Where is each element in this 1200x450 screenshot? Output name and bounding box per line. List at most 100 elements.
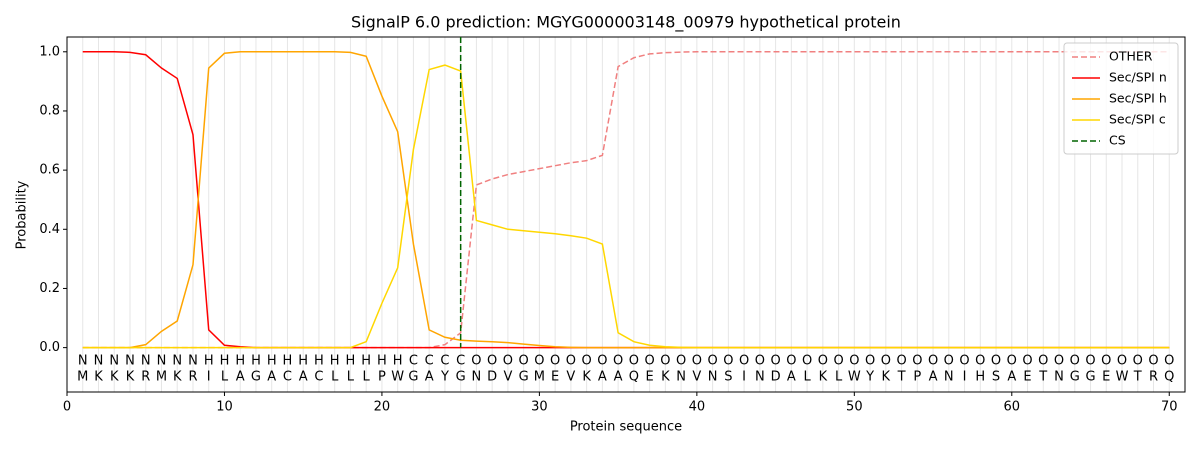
region-label: H <box>314 354 324 369</box>
residue-label: K <box>661 370 670 385</box>
residue-label: A <box>236 370 245 385</box>
residue-label: A <box>929 370 938 385</box>
residue-label: G <box>251 370 261 385</box>
region-label: O <box>707 354 717 369</box>
residue-label: G <box>1085 370 1095 385</box>
region-label: O <box>597 354 607 369</box>
residue-label: Y <box>865 370 874 385</box>
x-tick-label: 70 <box>1161 400 1178 415</box>
residue-label: N <box>472 370 482 385</box>
region-label: H <box>235 354 245 369</box>
region-label: O <box>1070 354 1080 369</box>
residue-label: K <box>126 370 135 385</box>
region-label: C <box>409 354 418 369</box>
region-label: O <box>1117 354 1127 369</box>
region-label: O <box>991 354 1001 369</box>
residue-label: P <box>378 370 386 385</box>
residue-label: D <box>771 370 781 385</box>
region-label: N <box>78 354 88 369</box>
series-line <box>82 51 1170 349</box>
region-label: O <box>723 354 733 369</box>
residue-label: I <box>963 370 967 385</box>
residue-label: Q <box>1164 370 1174 385</box>
residue-label: R <box>141 370 150 385</box>
residue-label: A <box>1007 370 1016 385</box>
region-label: H <box>298 354 308 369</box>
residue-label: A <box>425 370 434 385</box>
residue-label: C <box>283 370 292 385</box>
region-label: O <box>975 354 985 369</box>
residue-label: G <box>1070 370 1080 385</box>
legend-label: OTHER <box>1109 49 1153 64</box>
y-tick-label: 0.2 <box>39 281 60 296</box>
residue-label: L <box>363 370 371 385</box>
residue-label: H <box>975 370 985 385</box>
residue-label: D <box>487 370 497 385</box>
region-label: O <box>786 354 796 369</box>
region-label: O <box>660 354 670 369</box>
residue-label: A <box>598 370 607 385</box>
region-label: O <box>770 354 780 369</box>
x-tick-label: 50 <box>846 400 863 415</box>
region-label: O <box>676 354 686 369</box>
x-tick-label: 10 <box>216 400 233 415</box>
legend-label: Sec/SPI n <box>1109 70 1167 85</box>
region-label: H <box>283 354 293 369</box>
legend-label: Sec/SPI h <box>1109 91 1167 106</box>
residue-label: E <box>646 370 654 385</box>
residue-label: E <box>1023 370 1031 385</box>
residue-label: T <box>897 370 906 385</box>
region-label: O <box>849 354 859 369</box>
region-label: O <box>1101 354 1111 369</box>
residue-label: E <box>1102 370 1110 385</box>
region-label: H <box>393 354 403 369</box>
region-label: O <box>928 354 938 369</box>
residue-label: L <box>803 370 811 385</box>
region-label: O <box>645 354 655 369</box>
x-tick-label: 60 <box>1004 400 1021 415</box>
residue-label: A <box>787 370 796 385</box>
region-label: O <box>566 354 576 369</box>
region-label: O <box>865 354 875 369</box>
residue-label: T <box>1038 370 1047 385</box>
y-tick-label: 1.0 <box>39 44 60 59</box>
residue-label: K <box>819 370 828 385</box>
series-line <box>82 51 1170 349</box>
residue-label: N <box>944 370 954 385</box>
region-label: O <box>1133 354 1143 369</box>
residue-label: N <box>676 370 686 385</box>
region-label: O <box>1022 354 1032 369</box>
plot-frame <box>66 36 1186 393</box>
region-label: O <box>519 354 529 369</box>
region-label: O <box>1054 354 1064 369</box>
residue-label: L <box>347 370 355 385</box>
residue-label: W <box>391 370 404 385</box>
residue-label: N <box>755 370 765 385</box>
legend-box <box>1063 42 1179 155</box>
region-label: O <box>534 354 544 369</box>
region-label: O <box>802 354 812 369</box>
residue-label: K <box>582 370 591 385</box>
residue-label: S <box>724 370 732 385</box>
residue-label: L <box>221 370 229 385</box>
region-label: O <box>833 354 843 369</box>
x-tick-label: 40 <box>689 400 706 415</box>
region-label: N <box>141 354 151 369</box>
residue-label: G <box>408 370 418 385</box>
region-label: O <box>487 354 497 369</box>
region-label: O <box>613 354 623 369</box>
region-label: H <box>377 354 387 369</box>
x-tick-label: 30 <box>531 400 548 415</box>
residue-label: K <box>110 370 119 385</box>
residue-label: M <box>156 370 167 385</box>
region-label: C <box>425 354 434 369</box>
region-label: C <box>440 354 449 369</box>
region-label: H <box>220 354 230 369</box>
region-label: O <box>881 354 891 369</box>
residue-label: K <box>94 370 103 385</box>
residue-label: L <box>331 370 339 385</box>
residue-label: G <box>456 370 466 385</box>
residue-label: Q <box>629 370 639 385</box>
residue-label: A <box>299 370 308 385</box>
chart-title: SignalP 6.0 prediction: MGYG000003148_00… <box>351 13 901 33</box>
